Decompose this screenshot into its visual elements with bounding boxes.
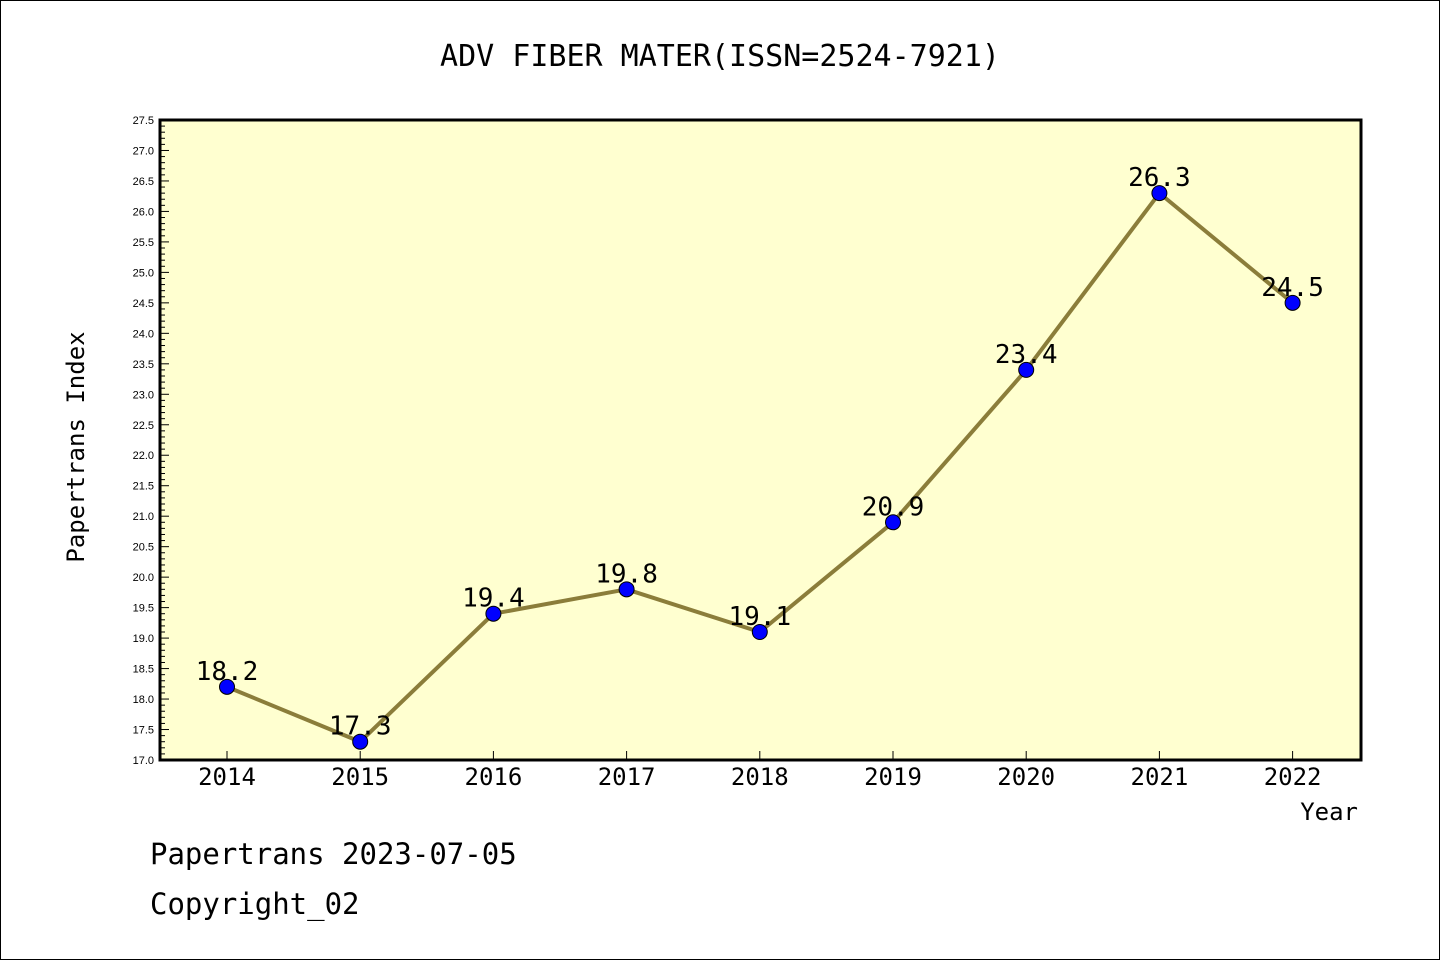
y-tick-label: 27.5 xyxy=(133,115,154,127)
y-tick-label: 22.0 xyxy=(133,450,154,462)
data-point-marker xyxy=(1284,294,1301,311)
x-tick-label: 2020 xyxy=(997,763,1055,791)
y-tick-label: 25.0 xyxy=(133,267,154,279)
data-point-label: 24.5 xyxy=(1261,273,1324,303)
data-point-label: 20.9 xyxy=(862,492,925,522)
y-tick-label: 18.5 xyxy=(133,664,154,676)
y-tick-label: 19.0 xyxy=(133,633,154,645)
y-tick-label: 24.5 xyxy=(133,298,154,310)
data-point-label: 19.8 xyxy=(595,559,658,589)
data-point-label: 19.4 xyxy=(462,584,525,614)
y-tick-label: 20.5 xyxy=(133,542,154,554)
x-axis-ticks: 2014 2015 2016 2017 2018 2019 2020 2021 2022 xyxy=(198,751,1321,791)
y-tick-label: 17.0 xyxy=(133,755,154,767)
y-tick-label: 18.0 xyxy=(133,694,154,706)
x-tick-label: 2021 xyxy=(1131,763,1189,791)
y-tick-label: 20.0 xyxy=(133,572,154,584)
y-tick-label: 26.5 xyxy=(133,176,154,188)
data-point-marker xyxy=(885,514,901,531)
y-tick-label: 24.0 xyxy=(133,328,154,340)
x-tick-label: 2022 xyxy=(1264,763,1322,791)
x-tick-label: 2015 xyxy=(331,763,389,791)
y-axis-ticks: 17.0 17.5 18.0 18.5 19.0 19.5 20.0 20.5 21.0 21.5… xyxy=(133,115,169,767)
x-tick-label: 2016 xyxy=(465,763,523,791)
y-tick-label: 26.0 xyxy=(133,206,154,218)
data-point-marker xyxy=(485,605,502,622)
data-labels: 18.2 17.3 19.4 19.8 19.1 20.9 23.4 26.3 24.5 xyxy=(196,163,1324,742)
y-tick-label: 17.5 xyxy=(133,725,154,737)
data-point-marker xyxy=(751,624,768,640)
plot-area xyxy=(160,120,1361,760)
y-tick-label: 23.0 xyxy=(133,389,154,401)
y-tick-label: 21.0 xyxy=(133,511,154,523)
y-tick-label: 25.5 xyxy=(133,237,154,249)
data-point-label: 19.1 xyxy=(728,602,791,632)
data-point-marker xyxy=(219,678,235,695)
data-point-label: 26.3 xyxy=(1128,163,1191,193)
plot-border xyxy=(158,118,1363,762)
y-tick-label: 23.5 xyxy=(133,359,154,371)
series-markers xyxy=(219,185,1301,750)
x-tick-label: 2019 xyxy=(864,763,922,791)
footer-copyright: Copyright_02 xyxy=(150,887,360,922)
y-tick-label: 27.0 xyxy=(133,145,154,157)
y-tick-label: 19.5 xyxy=(133,603,154,615)
x-tick-label: 2018 xyxy=(731,763,789,791)
y-tick-label: 22.5 xyxy=(133,420,154,432)
x-tick-label: 2017 xyxy=(598,763,656,791)
data-point-label: 23.4 xyxy=(995,340,1058,370)
data-point-marker xyxy=(1151,185,1168,202)
y-axis-label: Papertrans Index xyxy=(62,331,90,562)
data-point-marker xyxy=(1018,361,1035,378)
data-point-marker xyxy=(618,581,635,598)
y-tick-label: 21.5 xyxy=(133,481,154,493)
x-tick-label: 2014 xyxy=(198,763,256,791)
data-point-marker xyxy=(352,733,369,750)
data-point-label: 18.2 xyxy=(196,657,259,687)
x-axis-label: Year xyxy=(1300,798,1358,826)
footer-date: Papertrans 2023-07-05 xyxy=(150,837,517,871)
chart-title: ADV FIBER MATER(ISSN=2524-7921) xyxy=(440,39,1000,74)
data-point-label: 17.3 xyxy=(329,712,392,742)
